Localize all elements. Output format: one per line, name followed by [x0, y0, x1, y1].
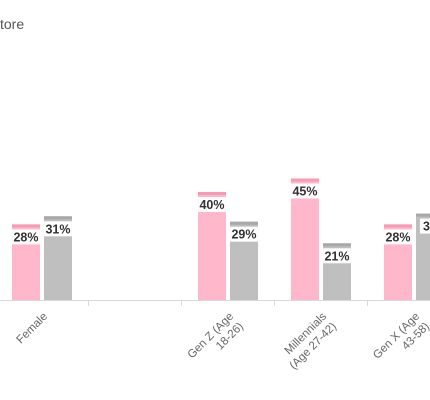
data-label-background	[198, 197, 226, 212]
data-label: 28%	[13, 230, 38, 244]
data-label-background	[230, 226, 258, 242]
data-label-background	[44, 221, 72, 237]
data-label: 31%	[45, 222, 70, 236]
bar-cap	[384, 224, 412, 228]
chart-title-fragment: tore	[0, 16, 25, 32]
data-label-background	[291, 183, 319, 199]
bar-cap	[291, 178, 319, 182]
bar-cap	[44, 216, 72, 220]
data-label-background	[12, 229, 40, 245]
data-label: 40%	[199, 198, 224, 212]
bar-cap	[323, 243, 351, 247]
x-tick-label-group: Millennials(Age 27-42)	[283, 310, 339, 372]
bar	[416, 213, 430, 300]
bar-cap	[12, 224, 40, 228]
bar	[291, 178, 319, 300]
data-label: 28%	[385, 230, 410, 244]
data-label-background	[419, 218, 430, 234]
data-label-background	[384, 229, 412, 245]
data-label-background	[323, 248, 351, 264]
data-label: 21%	[324, 249, 349, 263]
data-label: 45%	[292, 185, 317, 199]
data-label: 32	[423, 220, 430, 234]
x-tick-label: Female	[15, 311, 51, 347]
bar-cap	[198, 192, 226, 195]
bar-cap	[230, 221, 258, 225]
bar-cap	[416, 213, 430, 217]
data-label: 29%	[231, 228, 256, 242]
x-tick-label-group: Female	[15, 311, 51, 347]
